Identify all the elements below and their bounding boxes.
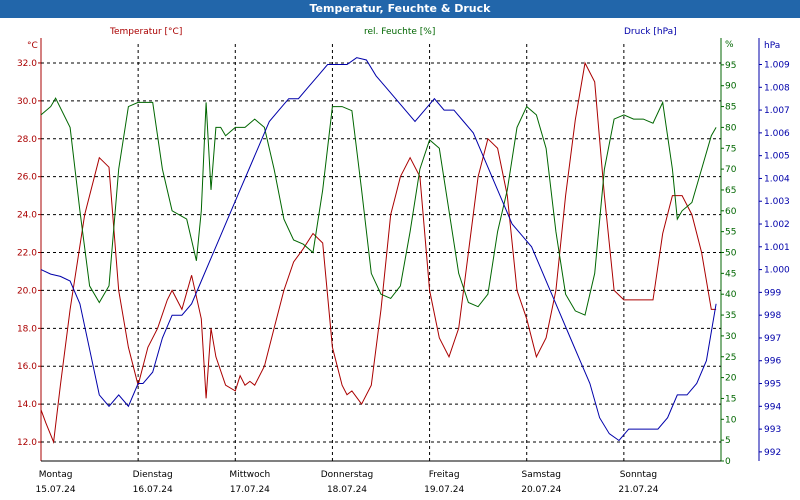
x-axis-day-date: 16.07.24 (133, 485, 173, 495)
middle-axis-tick-label: 55 (725, 228, 736, 238)
x-axis-day-name: Dienstag (133, 470, 173, 480)
right-axis-tick-label: 995 (764, 380, 781, 390)
right-axis-tick-label: 999 (764, 288, 781, 298)
left-axis-tick-label: 14.0 (17, 400, 37, 410)
series-line-pressure (40, 57, 717, 442)
right-axis-tick-label: 994 (764, 402, 781, 412)
right-axis-tick-label: 1.002 (764, 220, 790, 230)
middle-axis-tick-label: 5 (725, 436, 731, 446)
right-axis-tick-label: 1.003 (764, 197, 790, 207)
middle-axis-tick-label: 20 (725, 374, 737, 384)
legend-pressure: Druck [hPa] (624, 27, 677, 37)
left-axis-tick-label: 18.0 (17, 324, 37, 334)
left-axis-tick-label: 20.0 (17, 286, 37, 296)
middle-axis-tick-label: 70 (725, 165, 737, 175)
left-axis-tick-label: 24.0 (17, 211, 37, 221)
right-axis-tick-label: 996 (764, 357, 781, 367)
middle-axis-tick-label: 0 (725, 457, 731, 467)
x-axis-day-name: Montag (39, 470, 73, 480)
middle-axis-tick-label: 40 (725, 290, 737, 300)
x-axis-day-date: 20.07.24 (521, 485, 561, 495)
middle-axis-tick-label: 15 (725, 394, 736, 404)
x-axis-day-name: Sonntag (620, 470, 657, 480)
legend-temperature: Temperatur [°C] (109, 27, 182, 37)
middle-axis-tick-label: 10 (725, 415, 737, 425)
middle-axis-tick-label: 30 (725, 332, 737, 342)
middle-axis-tick-label: 85 (725, 103, 736, 113)
left-axis-tick-label: 22.0 (17, 249, 37, 259)
right-axis-tick-label: 1.000 (764, 266, 790, 276)
x-axis-day-name: Samstag (522, 470, 561, 480)
middle-axis-tick-label: 25 (725, 353, 736, 363)
middle-axis-tick-label: 95 (725, 61, 736, 71)
series-line-humidity (40, 97, 717, 316)
left-axis-tick-label: 26.0 (17, 173, 37, 183)
right-axis-tick-label: 1.007 (764, 106, 790, 116)
x-axis-day-date: 17.07.24 (230, 485, 270, 495)
x-axis-days: Montag 15.07.24 Dienstag 16.07.24 Mittwoch 17… (36, 470, 659, 495)
right-axis-unit-label: hPa (764, 41, 780, 51)
x-axis-day-date: 19.07.24 (424, 485, 464, 495)
x-axis-day-date: 15.07.24 (36, 485, 76, 495)
x-axis-day-name: Donnerstag (321, 470, 374, 480)
middle-axis-tick-label: 80 (725, 123, 737, 133)
middle-axis-tick-label: 45 (725, 269, 736, 279)
middle-axis-tick-label: 90 (725, 82, 737, 92)
x-axis-day-date: 18.07.24 (327, 485, 367, 495)
window-title-bar: Temperatur, Feuchte & Druck (0, 0, 800, 18)
right-axis-tick-label: 992 (764, 448, 781, 458)
middle-axis-tick-label: 60 (725, 207, 737, 217)
left-axis-tick-label: 28.0 (17, 135, 37, 145)
x-axis-day-name: Mittwoch (229, 470, 270, 480)
right-axis-tick-label: 998 (764, 311, 781, 321)
series-lines (40, 57, 717, 444)
right-axis-tick-label: 1.001 (764, 243, 790, 253)
middle-axis-tick-label: 75 (725, 144, 736, 154)
chart-title: Temperatur, Feuchte & Druck (309, 2, 491, 15)
right-axis-tick-label: 1.008 (764, 83, 790, 93)
right-axis-tick-label: 1.005 (764, 152, 790, 162)
left-axis-tick-label: 12.0 (17, 438, 37, 448)
left-axis-tick-label: 16.0 (17, 362, 37, 372)
right-axis-tick-label: 1.004 (764, 174, 790, 184)
right-axis-tick-label: 1.009 (764, 61, 790, 71)
middle-axis-unit-label: % (725, 40, 734, 50)
left-axis-tick-label: 32.0 (17, 59, 37, 69)
series-line-temperature (40, 61, 717, 444)
x-axis-day-name: Freitag (429, 470, 460, 480)
x-axis-day-date: 21.07.24 (618, 485, 658, 495)
middle-axis-tick-label: 35 (725, 311, 736, 321)
grid-lines (40, 38, 760, 462)
legend: Temperatur [°C] rel. Feuchte [%] Druck [hP… (109, 27, 677, 37)
right-axis-tick-label: 1.006 (764, 129, 790, 139)
middle-axis-tick-label: 65 (725, 186, 736, 196)
right-axis-tick-label: 997 (764, 334, 781, 344)
left-axis-tick-label: 30.0 (17, 97, 37, 107)
left-axis-unit-label: °C (27, 41, 38, 51)
middle-axis-tick-label: 50 (725, 249, 737, 259)
right-axis-tick-label: 993 (764, 425, 781, 435)
axis-labels: 12.0 14.0 16.0 18.0 20.0 22.0 24.0 26.0 28.0 30.0… (17, 40, 790, 467)
legend-humidity: rel. Feuchte [%] (364, 27, 435, 37)
